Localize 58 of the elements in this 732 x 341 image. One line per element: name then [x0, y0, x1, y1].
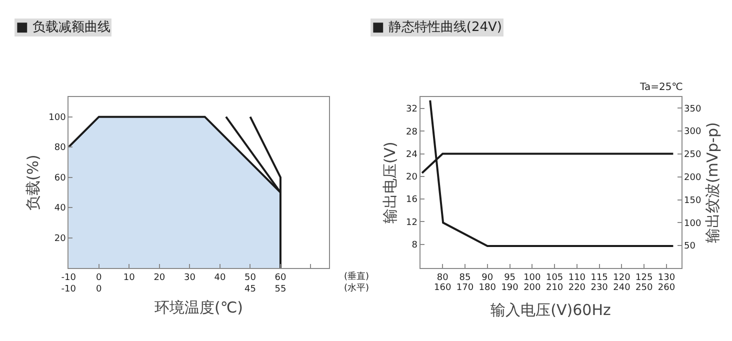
x2-tick-label: 190 — [501, 282, 519, 293]
y2-tick-label: 350 — [684, 104, 702, 114]
y-tick-label: 60 — [54, 173, 66, 184]
y-tick-label: 24 — [406, 150, 418, 160]
y-tick-label: 28 — [406, 127, 418, 138]
x-tick-label: 50 45 — [244, 272, 256, 295]
chart-title: ■ 静态特性曲线(24V) — [372, 20, 502, 35]
x2-tick-label: 210 — [546, 282, 564, 293]
text: Ta=25℃ — [639, 82, 683, 93]
x2-tick-label: 230 — [590, 282, 608, 293]
x-tick-label: 125 — [635, 272, 653, 283]
y-tick-label: 12 — [406, 218, 418, 228]
x2-tick-label: 260 — [658, 282, 676, 293]
x-tick-label: 20 — [154, 272, 166, 283]
x2-tick-label: 220 — [568, 282, 586, 293]
y-axis-title: 负载(%) — [24, 154, 42, 211]
y-axis-title: 输出电压(V) — [381, 142, 400, 224]
x-tick-label: 10 — [123, 272, 136, 283]
x-tick-label: 130 — [658, 272, 676, 283]
y2-tick-label: 300 — [684, 127, 702, 138]
y2-tick-label: 150 — [684, 196, 702, 206]
y2-axis-title: 输出纹波(mVp-p) — [704, 122, 722, 244]
y-tick-label: 80 — [54, 143, 66, 154]
x-tick-label: -10 -10 — [61, 272, 76, 295]
y2-tick-label: 200 — [684, 173, 702, 184]
y-tick-label: 32 — [406, 104, 418, 115]
y-tick-label: 16 — [406, 195, 418, 206]
x2-tick-label: 160 — [434, 282, 452, 293]
chart-title: ■ 负载减额曲线 — [16, 20, 110, 35]
x-tick-label: 95 — [504, 272, 516, 283]
x2-tick-label: 180 — [478, 282, 496, 293]
x-tick-label: 40 — [214, 272, 226, 283]
x2-tick-label: 240 — [613, 282, 631, 293]
y2-tick-label: 100 — [684, 218, 702, 229]
y-tick-label: 8 — [412, 240, 418, 250]
x-tick-label: 100 — [524, 272, 542, 283]
x2-tick-label: 170 — [456, 282, 474, 293]
y-tick-label: 20 — [54, 234, 66, 244]
x-tick-label: 90 — [482, 272, 494, 283]
x-tick-label: 115 — [590, 272, 608, 283]
x-tick-label: 30 — [184, 272, 196, 283]
text: (垂直) (水平) — [344, 271, 370, 294]
x-tick-label: 0 0 — [96, 272, 102, 295]
y-tick-label: 100 — [48, 112, 66, 123]
x-tick-label: 85 — [459, 272, 471, 283]
x-tick-label: 105 — [546, 272, 564, 283]
y2-tick-label: 50 — [684, 242, 696, 252]
x-axis-title: 环境温度(℃) — [154, 298, 244, 317]
x2-tick-label: 200 — [524, 282, 542, 293]
y2-tick-label: 250 — [684, 150, 702, 160]
x2-tick-label: 250 — [635, 282, 653, 293]
x-tick-label: 60 55 — [274, 272, 286, 295]
y-tick-label: 20 — [406, 172, 418, 183]
x-tick-label: 110 — [568, 272, 586, 283]
x-axis-title: 输入电压(V)60Hz — [490, 300, 611, 319]
x-tick-label: 80 — [436, 272, 449, 283]
y-tick-label: 40 — [54, 204, 66, 214]
x-tick-label: 120 — [613, 272, 631, 283]
